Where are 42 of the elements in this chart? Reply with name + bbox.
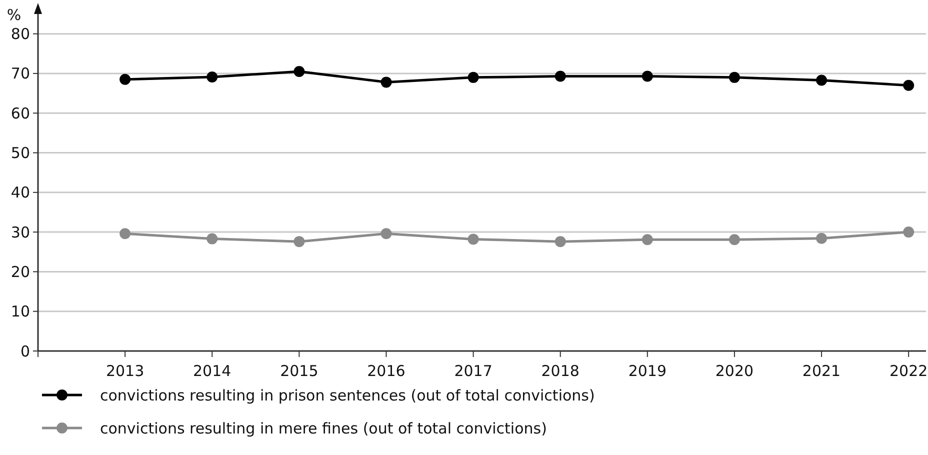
point xyxy=(380,76,392,88)
point xyxy=(294,66,305,77)
x-tick-label: 2016 xyxy=(367,362,406,380)
y-tick-label: 80 xyxy=(10,25,30,44)
point xyxy=(120,74,131,85)
point xyxy=(642,234,653,246)
point xyxy=(903,226,914,238)
point xyxy=(816,232,828,244)
x-tick-label: 2019 xyxy=(628,362,667,380)
x-tick-label: 2022 xyxy=(889,362,928,380)
y-tick-label: 60 xyxy=(10,104,30,122)
x-tick-label: 2020 xyxy=(715,362,754,380)
point xyxy=(468,234,479,245)
x-tick-label: 2017 xyxy=(454,362,492,380)
y-tick-label: 50 xyxy=(10,144,30,162)
x-tick-label: 2014 xyxy=(193,362,232,380)
legend-label: convictions resulting in prison sentences (out of total convictions) xyxy=(100,386,595,404)
x-tick-label: 2015 xyxy=(280,362,318,380)
x-tick-label: 2018 xyxy=(541,362,580,380)
y-tick-label: 40 xyxy=(10,184,30,202)
y-axis-title: % xyxy=(6,6,22,24)
x-tick-label: 2013 xyxy=(106,362,144,380)
x-tick-label: 2021 xyxy=(802,362,841,380)
point xyxy=(816,74,828,86)
point xyxy=(554,70,566,82)
y-tick-label: 20 xyxy=(10,262,30,281)
point xyxy=(120,228,131,240)
legend-label: convictions resulting in mere fines (out of total convictions) xyxy=(100,419,547,438)
point xyxy=(728,72,740,83)
point xyxy=(728,234,740,246)
point xyxy=(380,228,392,240)
y-tick-label: 10 xyxy=(10,302,30,321)
y-tick-label: 0 xyxy=(20,342,30,360)
point xyxy=(206,233,218,244)
point xyxy=(294,236,305,248)
y-tick-label: 30 xyxy=(10,223,30,242)
point xyxy=(642,70,653,82)
y-tick-label: 70 xyxy=(10,64,30,83)
point xyxy=(903,80,914,91)
point xyxy=(554,236,566,248)
point xyxy=(206,72,218,83)
point xyxy=(468,72,479,83)
